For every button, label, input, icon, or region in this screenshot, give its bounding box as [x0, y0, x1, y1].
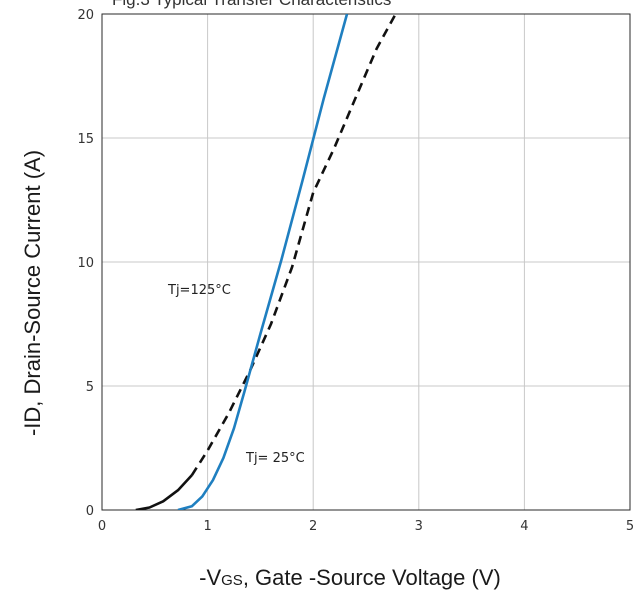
series-line-tj25 — [177, 14, 349, 510]
series-line-tj125-solid — [135, 474, 193, 510]
x-axis-label: -VGS, Gate -Source Voltage (V) — [199, 565, 501, 590]
curve-annotation-label: Tj= 25°C — [245, 451, 305, 466]
x-axis-label-prefix: -V — [199, 565, 221, 590]
y-tick-label: 5 — [86, 380, 94, 395]
x-tick-label: 4 — [520, 519, 528, 534]
grid-lines — [102, 14, 630, 510]
tick-labels: 0 1 2 3 4 5 0 5 10 15 20 — [77, 8, 634, 534]
plot-frame — [101, 13, 631, 511]
y-tick-label: 20 — [77, 8, 94, 23]
chart-title: Fig.3 Typical Transfer Characteristics — [112, 0, 391, 9]
x-tick-label: 1 — [203, 519, 211, 534]
y-tick-label: 0 — [86, 504, 94, 519]
x-tick-label: 5 — [626, 519, 634, 534]
x-axis-label-text: , Gate -Source Voltage (V) — [243, 565, 501, 590]
y-axis-label: -ID, Drain-Source Current (A) — [20, 150, 45, 436]
x-tick-label: 2 — [309, 519, 317, 534]
curve-annotations: Tj=125°C Tj= 25°C — [167, 283, 305, 466]
x-axis-label-subscript: GS — [221, 572, 243, 589]
x-tick-label: 3 — [415, 519, 423, 534]
x-tick-label: 0 — [98, 519, 106, 534]
data-series — [135, 14, 397, 510]
curve-annotation-label: Tj=125°C — [167, 283, 231, 298]
y-tick-label: 15 — [77, 132, 94, 147]
y-tick-label: 10 — [77, 256, 94, 271]
series-line-tj125-dashed — [190, 14, 397, 476]
